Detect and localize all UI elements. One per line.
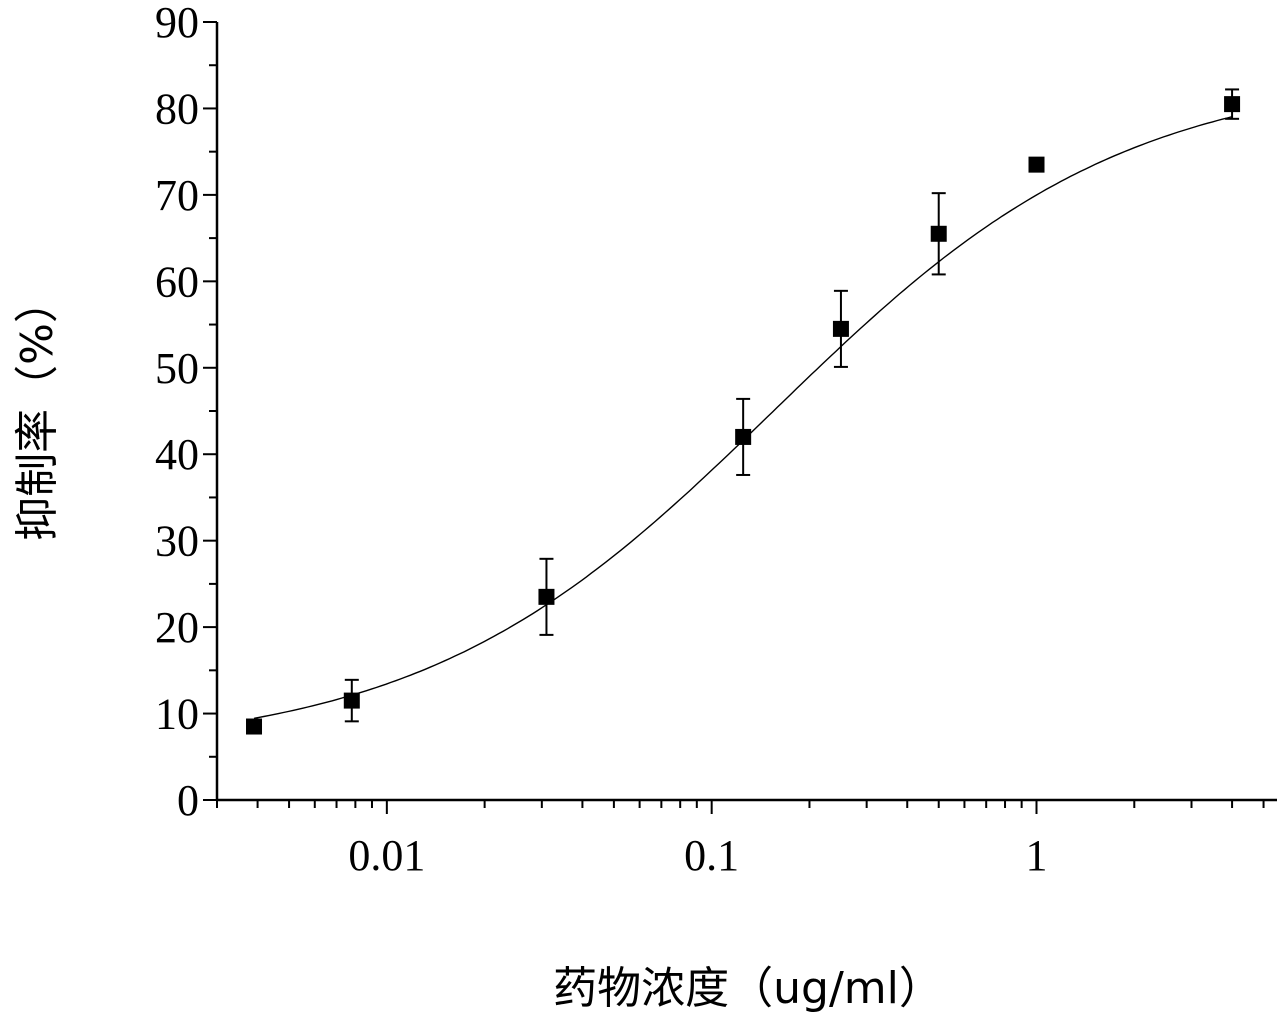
y-tick-label: 50 [155, 344, 199, 393]
x-tick-label: 1 [1026, 831, 1048, 880]
data-point [833, 321, 849, 337]
y-tick-label: 30 [155, 517, 199, 566]
x-axis-ticks: 0.01 0.1 1 [217, 800, 1264, 880]
y-tick-label: 10 [155, 690, 199, 739]
y-tick-label: 0 [177, 776, 199, 825]
data-point [735, 429, 751, 445]
x-tick-label: 0.1 [684, 831, 739, 880]
y-axis-ticks: 0 10 20 30 40 50 60 70 80 90 [155, 0, 217, 825]
y-axis-title: 抑制率（%） [12, 279, 63, 541]
y-tick-label: 20 [155, 603, 199, 652]
y-tick-label: 80 [155, 84, 199, 133]
y-tick-label: 70 [155, 171, 199, 220]
data-point [344, 693, 360, 709]
data-point [931, 226, 947, 242]
data-point [246, 719, 262, 735]
data-point [1029, 157, 1045, 173]
data-points [246, 89, 1240, 734]
y-tick-label: 60 [155, 257, 199, 306]
x-axis-title: 药物浓度（ug/ml） [553, 963, 943, 1014]
data-point [1224, 96, 1240, 112]
y-tick-label: 40 [155, 430, 199, 479]
x-tick-label: 0.01 [348, 831, 425, 880]
y-tick-label: 90 [155, 0, 199, 47]
data-point [538, 589, 554, 605]
